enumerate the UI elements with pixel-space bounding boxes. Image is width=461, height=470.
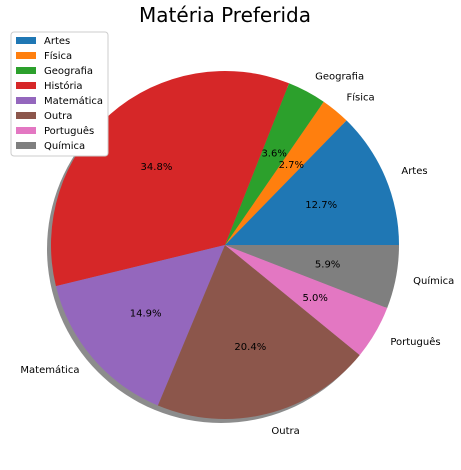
pie-slice-geografia bbox=[225, 83, 324, 245]
pct-label-fisica: 2.7% bbox=[279, 160, 304, 171]
pie-slice-historia bbox=[51, 70, 290, 287]
slice-label-quimica: Química bbox=[413, 275, 454, 287]
pie-slices bbox=[51, 70, 399, 419]
pct-label-outra: 20.4% bbox=[234, 342, 266, 353]
pie-slice-portugues bbox=[225, 245, 388, 356]
legend-label-artes: Artes bbox=[44, 36, 70, 47]
legend-label-historia: História bbox=[44, 80, 83, 92]
legend-label-outra: Outra bbox=[44, 111, 72, 122]
pie-slice-fisica bbox=[225, 101, 347, 246]
legend-label-quimica: Química bbox=[44, 140, 85, 152]
legend-label-matematica: Matemática bbox=[44, 95, 103, 107]
percent-labels: 12.7% 2.7%3.6% 34.8% 14.9% 20.4% 5.0% 5.9% bbox=[130, 148, 341, 352]
legend-label-portugues: Português bbox=[44, 125, 94, 137]
pct-label-historia: 34.8% bbox=[141, 162, 173, 173]
legend-box bbox=[10, 31, 109, 157]
pie-slice-quimica bbox=[225, 245, 399, 309]
pct-label-matematica: 14.9% bbox=[130, 308, 162, 319]
legend-swatch-historia bbox=[16, 82, 36, 89]
legend-swatch-geografia bbox=[16, 67, 36, 74]
pie-slice-matematica bbox=[55, 245, 225, 406]
slice-label-portugues: Português bbox=[390, 336, 440, 348]
slice-label-fisica: Física bbox=[347, 92, 375, 104]
legend-swatch-matematica bbox=[16, 97, 36, 104]
legend-swatch-outra bbox=[16, 112, 36, 119]
legend-swatch-quimica bbox=[16, 142, 36, 149]
pie-slice-artes bbox=[225, 120, 399, 245]
legend-swatch-fisica bbox=[16, 52, 36, 59]
legend-label-geografia: Geografia bbox=[44, 66, 93, 77]
pct-label-geografia: 3.6% bbox=[261, 148, 286, 159]
slice-label-matematica: Matemática bbox=[20, 364, 79, 376]
legend-label-fisica: Física bbox=[44, 50, 72, 62]
legend-swatch-portugues bbox=[16, 127, 36, 134]
pct-label-quimica: 5.9% bbox=[315, 260, 340, 271]
chart-title: Matéria Preferida bbox=[139, 3, 311, 27]
pct-label-portugues: 5.0% bbox=[302, 293, 327, 304]
slice-label-geografia: Geografia bbox=[315, 72, 364, 83]
legend: Artes Física Geografia História Matemática Ou… bbox=[10, 31, 109, 157]
slice-label-outra: Outra bbox=[271, 426, 299, 437]
pie-slice-outra bbox=[157, 245, 360, 419]
slice-label-artes: Artes bbox=[401, 166, 427, 177]
legend-swatch-artes bbox=[16, 37, 36, 44]
pct-label-artes: 12.7% bbox=[305, 200, 337, 211]
